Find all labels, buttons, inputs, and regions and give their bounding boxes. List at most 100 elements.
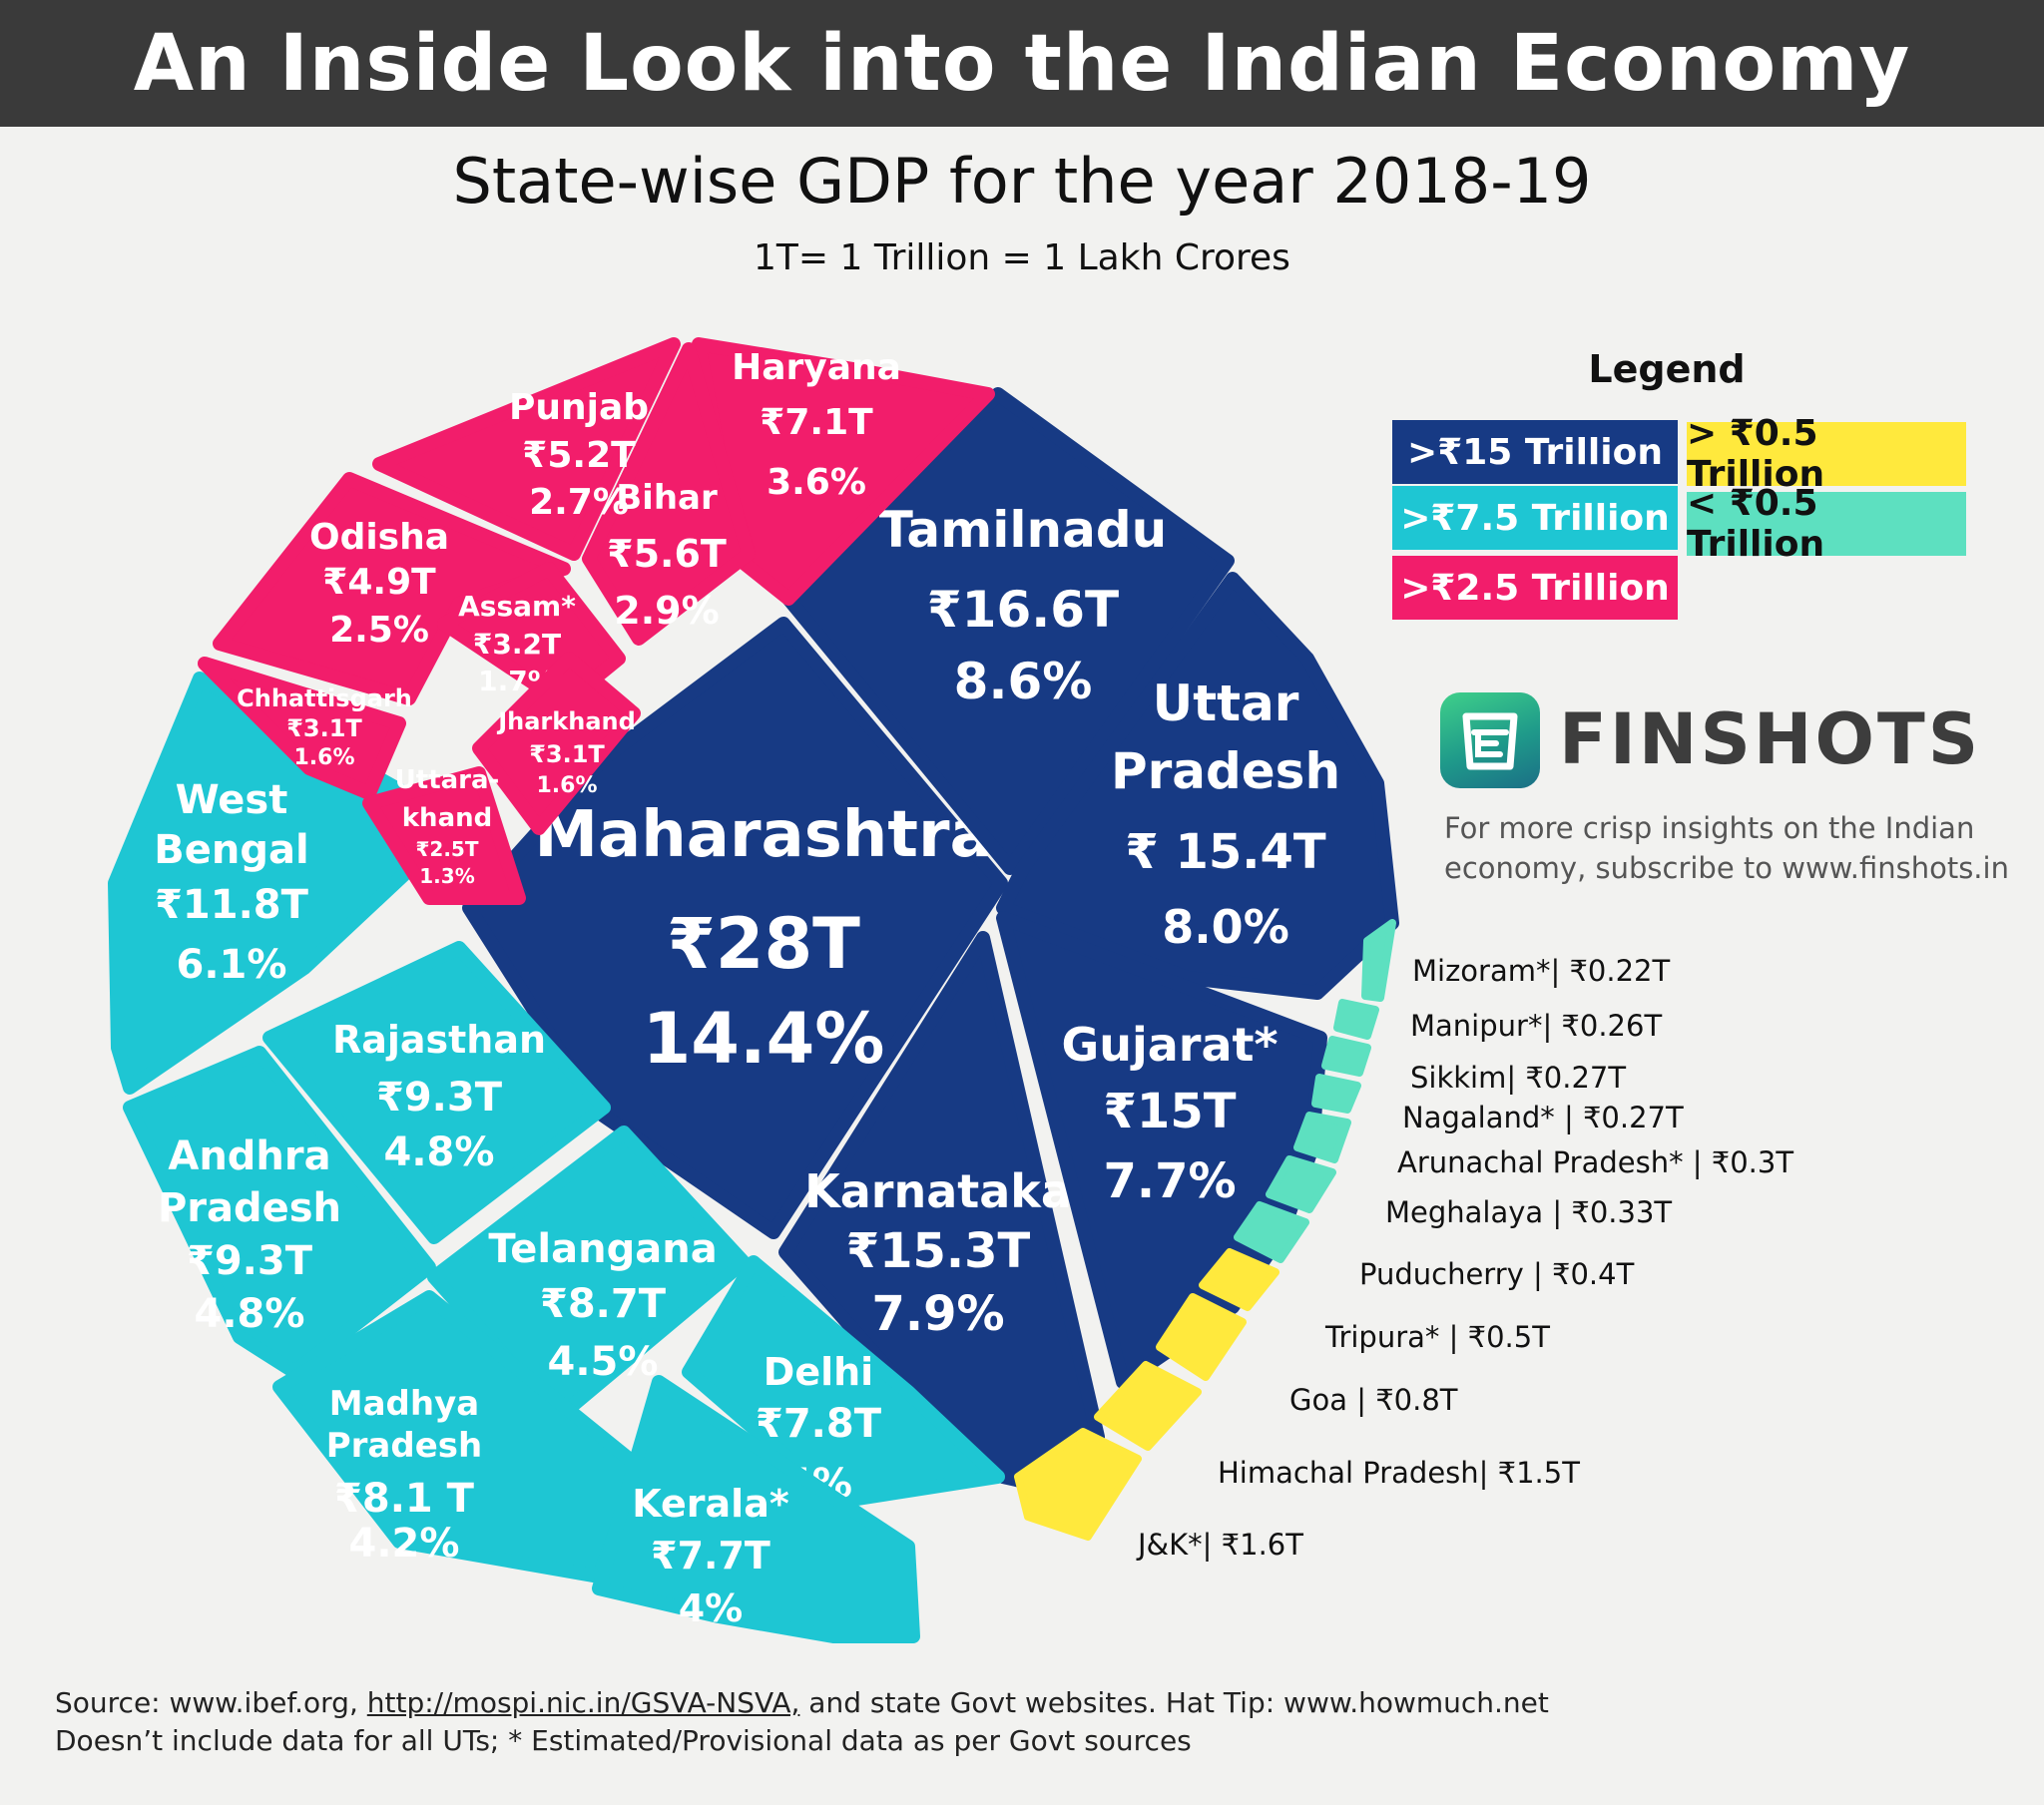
state-cell-chhattisgarh: Chhattisgarh₹3.1T 1.6% xyxy=(198,657,412,800)
state-share-label: 2.5% xyxy=(329,610,429,651)
state-cell-rajasthan: Rajasthan ₹9.3T 4.8% xyxy=(262,941,611,1244)
state-name-label: Karnataka xyxy=(804,1164,1072,1218)
small-state-label: J&K*| ₹1.6T xyxy=(1136,1528,1303,1562)
small-state-shape xyxy=(1361,919,1396,1002)
state-name-label: Gujarat* xyxy=(1061,1018,1278,1072)
state-share-label: 6.1% xyxy=(177,942,287,988)
unit-note: 1T= 1 Trillion = 1 Lakh Crores xyxy=(754,237,1290,278)
state-share-label: 4.5% xyxy=(548,1339,659,1385)
state-share-label: 14.4% xyxy=(643,998,885,1080)
state-cell-shape xyxy=(262,941,611,1244)
small-state-sikkim: Sikkim| ₹0.27T xyxy=(1321,1036,1626,1095)
source-note: Source: www.ibef.org, http://mospi.nic.i… xyxy=(55,1684,1549,1760)
state-cell-shape xyxy=(592,1375,920,1643)
small-state-label: Mizoram*| ₹0.22T xyxy=(1412,954,1670,988)
small-state-label: Arunachal Pradesh* | ₹0.3T xyxy=(1397,1145,1793,1179)
small-state-nagaland: Nagaland* | ₹0.27T xyxy=(1311,1074,1684,1134)
state-share-label: 7.7% xyxy=(1103,1153,1236,1209)
state-cell-kerala: Kerala* ₹7.7T 4% xyxy=(592,1375,920,1643)
small-state-mizoram: Mizoram*| ₹0.22T xyxy=(1361,919,1670,1002)
state-cell-bihar: Bihar ₹5.6T 2.9% xyxy=(582,342,756,646)
small-state-shape xyxy=(1266,1155,1336,1213)
state-cell-jharkhand: Jharkhand ₹3.1T 1.6% xyxy=(472,652,641,835)
small-state-puducherry: Puducherry | ₹0.4T xyxy=(1234,1201,1635,1291)
small-state-shape xyxy=(1293,1112,1351,1163)
state-share-label: 8.6% xyxy=(954,653,1093,710)
legend-item: < ₹0.5 Trillion xyxy=(1687,483,1966,565)
small-state-himachal-pradesh: Himachal Pradesh| ₹1.5T xyxy=(1094,1361,1580,1490)
state-value-label: ₹28T xyxy=(667,903,860,985)
state-value-label: ₹5.6T xyxy=(607,532,727,576)
finshots-logo-icon xyxy=(1440,692,1540,788)
small-state-shape xyxy=(1234,1201,1309,1263)
state-name-label: Telangana xyxy=(488,1226,717,1272)
state-value-label: ₹11.8T xyxy=(155,882,309,928)
legend-item: > ₹0.5 Trillion xyxy=(1687,413,1966,495)
state-cell-shape xyxy=(582,342,756,646)
small-state-tripura: Tripura* | ₹0.5T xyxy=(1199,1248,1550,1354)
state-name-label: Pradesh xyxy=(1111,742,1340,800)
small-state-goa: Goa | ₹0.8T xyxy=(1156,1293,1458,1417)
source-prefix: Source: www.ibef.org, xyxy=(55,1686,367,1719)
state-share-label: 4.8% xyxy=(384,1129,495,1175)
state-name-label: Uttar xyxy=(1153,675,1299,732)
state-share-label: 1.6% xyxy=(293,745,354,770)
state-name-label: Bengal xyxy=(154,827,308,873)
chart-subtitle: State-wise GDP for the year 2018-19 xyxy=(452,145,1592,218)
small-state-label: Meghalaya | ₹0.33T xyxy=(1385,1195,1672,1229)
state-name-label: Maharashtra xyxy=(534,798,992,872)
state-cell-haryana: Haryana ₹7.1T 3.6% xyxy=(692,337,995,606)
state-value-label: ₹4.9T xyxy=(322,562,436,603)
legend-title: Legend xyxy=(1588,347,1746,391)
state-value-label: ₹8.1 T xyxy=(334,1476,475,1522)
source-suffix: and state Govt websites. Hat Tip: www.ho… xyxy=(799,1686,1549,1719)
state-value-label: ₹7.7T xyxy=(651,1534,770,1578)
state-name-label: Rajasthan xyxy=(332,1018,546,1062)
source-link[interactable]: http://mospi.nic.in/GSVA-NSVA, xyxy=(366,1686,800,1719)
state-share-label: 7.9% xyxy=(871,1286,1004,1342)
small-state-shape xyxy=(1321,1036,1371,1077)
state-share-label: 3.6% xyxy=(766,462,866,503)
small-state-meghalaya: Meghalaya | ₹0.33T xyxy=(1266,1155,1672,1229)
state-cell-shape xyxy=(472,652,641,835)
state-name-label: West xyxy=(176,777,288,823)
small-state-arunachal-pradesh: Arunachal Pradesh* | ₹0.3T xyxy=(1293,1112,1793,1179)
small-state-label: Nagaland* | ₹0.27T xyxy=(1402,1101,1684,1134)
small-state-shape xyxy=(1333,999,1379,1040)
state-value-label: ₹15.3T xyxy=(846,1223,1031,1279)
state-cell-shape xyxy=(123,1046,436,1379)
state-share-label: 1.6% xyxy=(536,773,597,798)
state-name-label: Punjab xyxy=(509,387,649,428)
state-value-label: ₹15T xyxy=(1104,1084,1237,1139)
source-line-2: Doesn’t include data for all UTs; * Esti… xyxy=(55,1724,1192,1757)
small-state-label: Goa | ₹0.8T xyxy=(1289,1383,1458,1417)
state-value-label: ₹5.2T xyxy=(522,435,636,476)
state-value-label: ₹9.3T xyxy=(376,1075,503,1121)
state-value-label: ₹ 15.4T xyxy=(1125,824,1326,880)
state-share-label: 2.9% xyxy=(614,589,719,633)
state-cell-odisha: Odisha₹4.9T 2.5% xyxy=(213,472,571,705)
state-name-label: Andhra xyxy=(168,1133,330,1179)
state-value-label: ₹16.6T xyxy=(927,581,1119,639)
legend-item: >₹2.5 Trillion xyxy=(1392,556,1678,620)
small-state-label: Sikkim| ₹0.27T xyxy=(1410,1061,1626,1095)
state-name-label: Madhya xyxy=(329,1384,479,1424)
small-state-j-k: J&K*| ₹1.6T xyxy=(1014,1428,1303,1562)
legend-item: >₹15 Trillion xyxy=(1392,420,1678,484)
small-state-shape xyxy=(1199,1248,1279,1311)
state-share-label: 8.0% xyxy=(1162,900,1289,954)
state-value-label: ₹3.1T xyxy=(286,714,362,742)
small-state-shape xyxy=(1156,1293,1247,1381)
state-cell-shape xyxy=(198,657,406,800)
state-name-label: Jharkhand xyxy=(496,707,636,735)
state-name-label: khand xyxy=(402,803,492,833)
state-name-label: Uttara- xyxy=(395,765,500,795)
state-name-label: Haryana xyxy=(732,347,901,388)
state-value-label: ₹7.8T xyxy=(756,1401,882,1447)
state-value-label: ₹7.1T xyxy=(760,402,873,443)
small-state-label: Manipur*| ₹0.26T xyxy=(1410,1009,1662,1043)
state-cell-andhra-pradesh: Andhra Pradesh ₹9.3T 4.8% xyxy=(123,1046,436,1379)
small-state-manipur: Manipur*| ₹0.26T xyxy=(1333,999,1662,1043)
state-value-label: ₹2.5T xyxy=(416,837,479,861)
